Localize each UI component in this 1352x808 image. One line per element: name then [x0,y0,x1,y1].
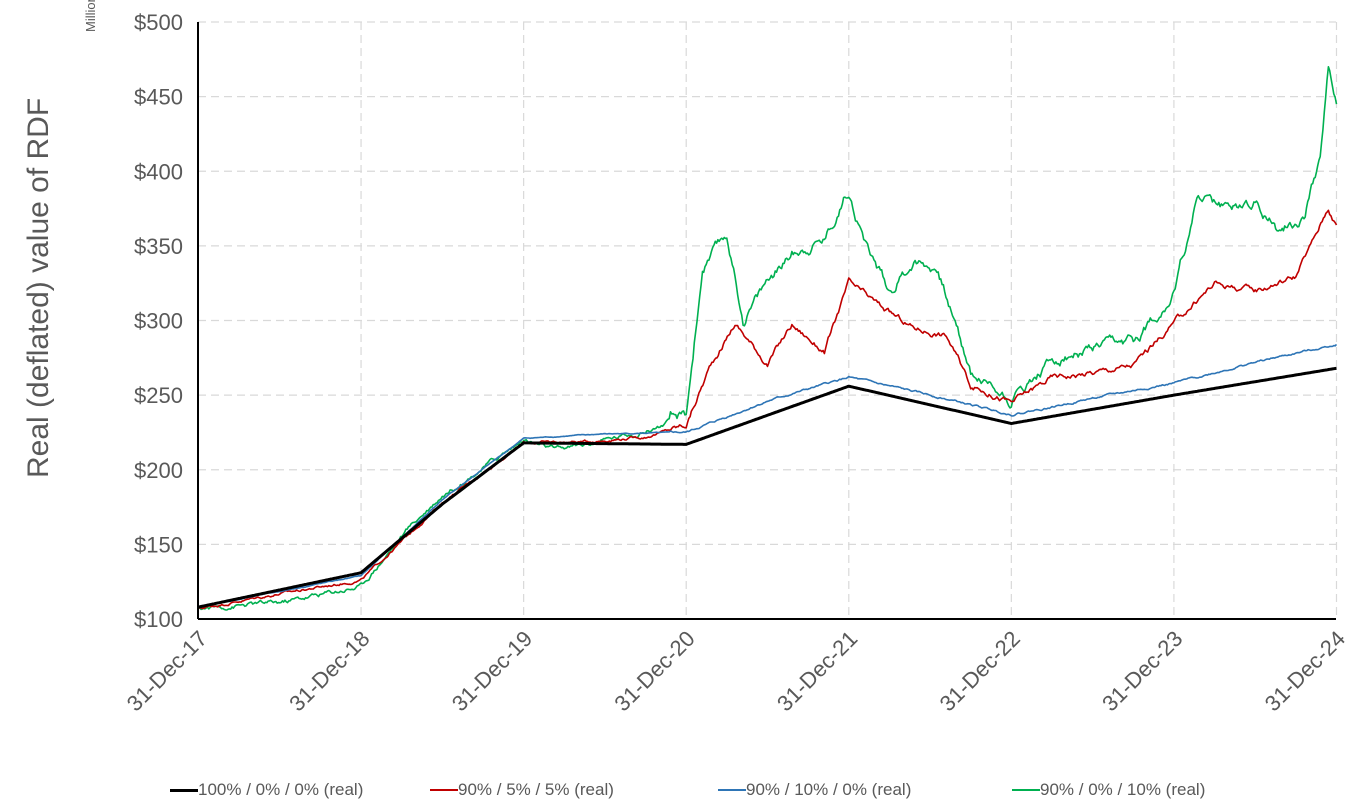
legend-label-4: 90% / 0% / 10% (real) [1040,780,1206,799]
y-tick-labels: $100 $150 $200 $250 $300 $350 $400 $450 $500 [134,10,183,632]
legend-label-1: 100% / 0% / 0% (real) [198,780,364,799]
legend-item-2: 90% / 5% / 5% (real) [430,772,614,808]
y-tick-label: $250 [134,383,183,408]
x-tick-label: 31-Dec-19 [447,626,537,716]
series-line-2 [198,209,1338,610]
x-tick-label: 31-Dec-18 [284,626,374,716]
y-tick-label: $400 [134,159,183,184]
y-axis-title: Real (deflated) value of RDF [22,97,55,478]
x-tick-labels: 31-Dec-17 31-Dec-18 31-Dec-19 31-Dec-20 31-D… [122,626,1350,716]
y-tick-label: $300 [134,309,183,334]
y-tick-label: $500 [134,10,183,35]
x-tick-label: 31-Dec-20 [609,626,699,716]
legend-item-3: 90% / 10% / 0% (real) [718,772,911,808]
y-axis-units: Millions [83,0,98,32]
x-tick-label: 31-Dec-23 [1097,626,1187,716]
legend-item-4: 90% / 0% / 10% (real) [1012,772,1205,808]
x-tick-label: 31-Dec-21 [772,626,862,716]
x-tick-label: 31-Dec-17 [122,626,212,716]
legend-label-2: 90% / 5% / 5% (real) [458,780,614,799]
y-tick-label: $150 [134,532,183,557]
legend: 100% / 0% / 0% (real) 90% / 5% / 5% (rea… [0,772,1352,808]
legend-swatch-2 [430,789,458,791]
y-tick-label: $450 [134,85,183,110]
axes [197,22,1336,620]
series-line-4 [197,66,1338,611]
legend-item-1: 100% / 0% / 0% (real) [170,772,363,808]
series-lines [197,66,1338,611]
y-tick-label: $100 [134,607,183,632]
legend-swatch-3 [718,789,746,791]
y-tick-label: $350 [134,234,183,259]
gridlines [198,21,1338,619]
legend-swatch-4 [1012,789,1040,791]
series-line-1 [198,366,1337,609]
legend-label-3: 90% / 10% / 0% (real) [746,780,912,799]
y-tick-label: $200 [134,458,183,483]
legend-swatch-1 [170,788,198,792]
x-tick-label: 31-Dec-22 [935,626,1025,716]
x-tick-label: 31-Dec-24 [1260,626,1350,716]
